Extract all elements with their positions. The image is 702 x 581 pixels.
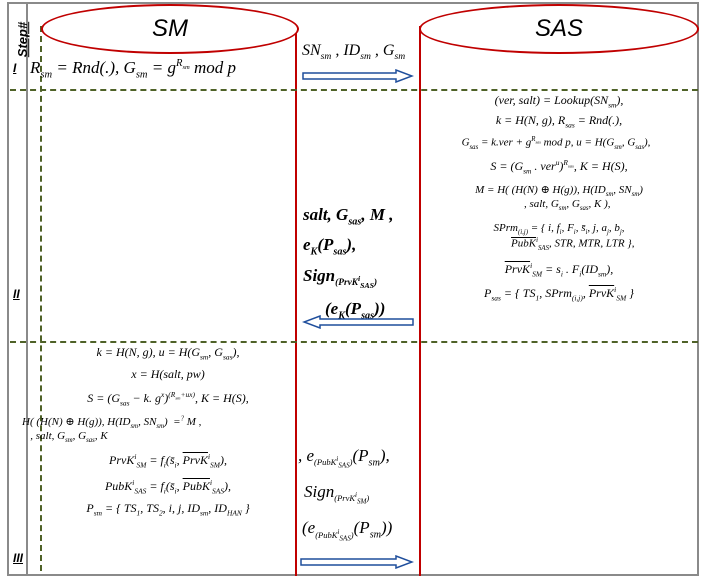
sas-header-ellipse: SAS [419, 4, 699, 54]
sas-line-lookup: (ver, salt) = Lookup(SNsm), [494, 93, 624, 110]
sm-lifeline-right [295, 26, 297, 576]
msg2-line2: eK(Psas), [303, 235, 357, 258]
sas-line-psas: Psas = { TS1, SPrm(i,j), PrvKiSM } [484, 284, 634, 303]
sm-line-pubk: PubKiSAS = fi(s̄i, PubKiSAS), [104, 477, 232, 495]
sm-lifeline-left [40, 26, 42, 571]
step-1-label: I [13, 61, 17, 75]
msg3-line1: , e(PubKiSAS)(Psm), [298, 446, 390, 471]
step2-message: salt, Gsas, M , eK(Psas), Sign(PrvKiSAS)… [303, 203, 394, 327]
sm-line-prvk: PrvKiSM = fi(s̄i, PrvKiSM), [109, 452, 227, 470]
msg3-line3: (e(PubKiSAS)(Psm)) [302, 518, 393, 543]
msg2-line4: (eK(Psas)) [325, 299, 386, 322]
divider-step1 [10, 89, 698, 91]
sas-line-prvk: PrvKiSM = si . Fi(IDsm), [504, 261, 614, 279]
step-column-label: Step# [15, 21, 31, 58]
sm-line-verify: H( (H(N) ⊕ H(g)), H(IDsm, SNsm) =? M , ,… [22, 415, 202, 445]
sm-line-x: x = H(salt, pw) [131, 367, 205, 382]
sas-line-k: k = H(N, g), Rsas = Rnd(.), [495, 113, 623, 130]
sas-line-sprm: SPrm(i,j) = { i, fi, Fi, s̄i, j, aj, bj,… [493, 222, 635, 252]
sas-title: SAS [534, 15, 584, 42]
msg2-line1: salt, Gsas, M , [303, 205, 394, 228]
step1-message: SNsm , IDsm , Gsm [302, 42, 406, 63]
step3-sm-block: k = H(N, g), u = H(Gsm, Gsas), x = H(sal… [22, 345, 294, 518]
sm-line-s: S = (Gsas − k. gx)(Rsm+ux), K = H(S), [87, 390, 249, 408]
step-column: Step# [7, 2, 31, 576]
msg3-line2: Sign(PrvKiSM) [304, 482, 370, 507]
sm-header-ellipse: SM [41, 4, 299, 54]
step3-arrow-right [300, 555, 414, 569]
step3-message: , e(PubKiSAS)(Psm), Sign(PrvKiSM) (e(Pub… [298, 443, 392, 551]
sm-title: SM [152, 15, 188, 42]
step-2-label: II [13, 287, 20, 301]
step-3-label: III [13, 551, 24, 565]
divider-step2 [10, 341, 698, 343]
step2-arrow-left [302, 315, 414, 329]
sm-line-psm: Psm = { TS1, TS2, i, j, IDsm, IDHAN } [86, 500, 250, 518]
diagram-frame [7, 2, 699, 576]
step2-sas-block: (ver, salt) = Lookup(SNsm), k = H(N, g),… [421, 93, 697, 302]
step1-sm-equation: Rsm = Rnd(.), Gsm = gRsm mod p [30, 58, 236, 81]
msg2-line3: Sign(PrvKiSAS) [303, 265, 378, 291]
sm-line-k: k = H(N, g), u = H(Gsm, Gsas), [96, 345, 240, 362]
sas-line-s: S = (Gsm . veru)Rsas, K = H(S), [490, 157, 628, 176]
sas-lifeline-left [419, 26, 421, 576]
step1-arrow-right [302, 69, 414, 83]
sas-line-gsas: Gsas = k.ver + gRsas mod p, u = H(Gsm, G… [461, 135, 651, 151]
sas-line-m: M = H( (H(N) ⊕ H(g)), H(IDsm, SNsm) , sa… [475, 184, 643, 213]
